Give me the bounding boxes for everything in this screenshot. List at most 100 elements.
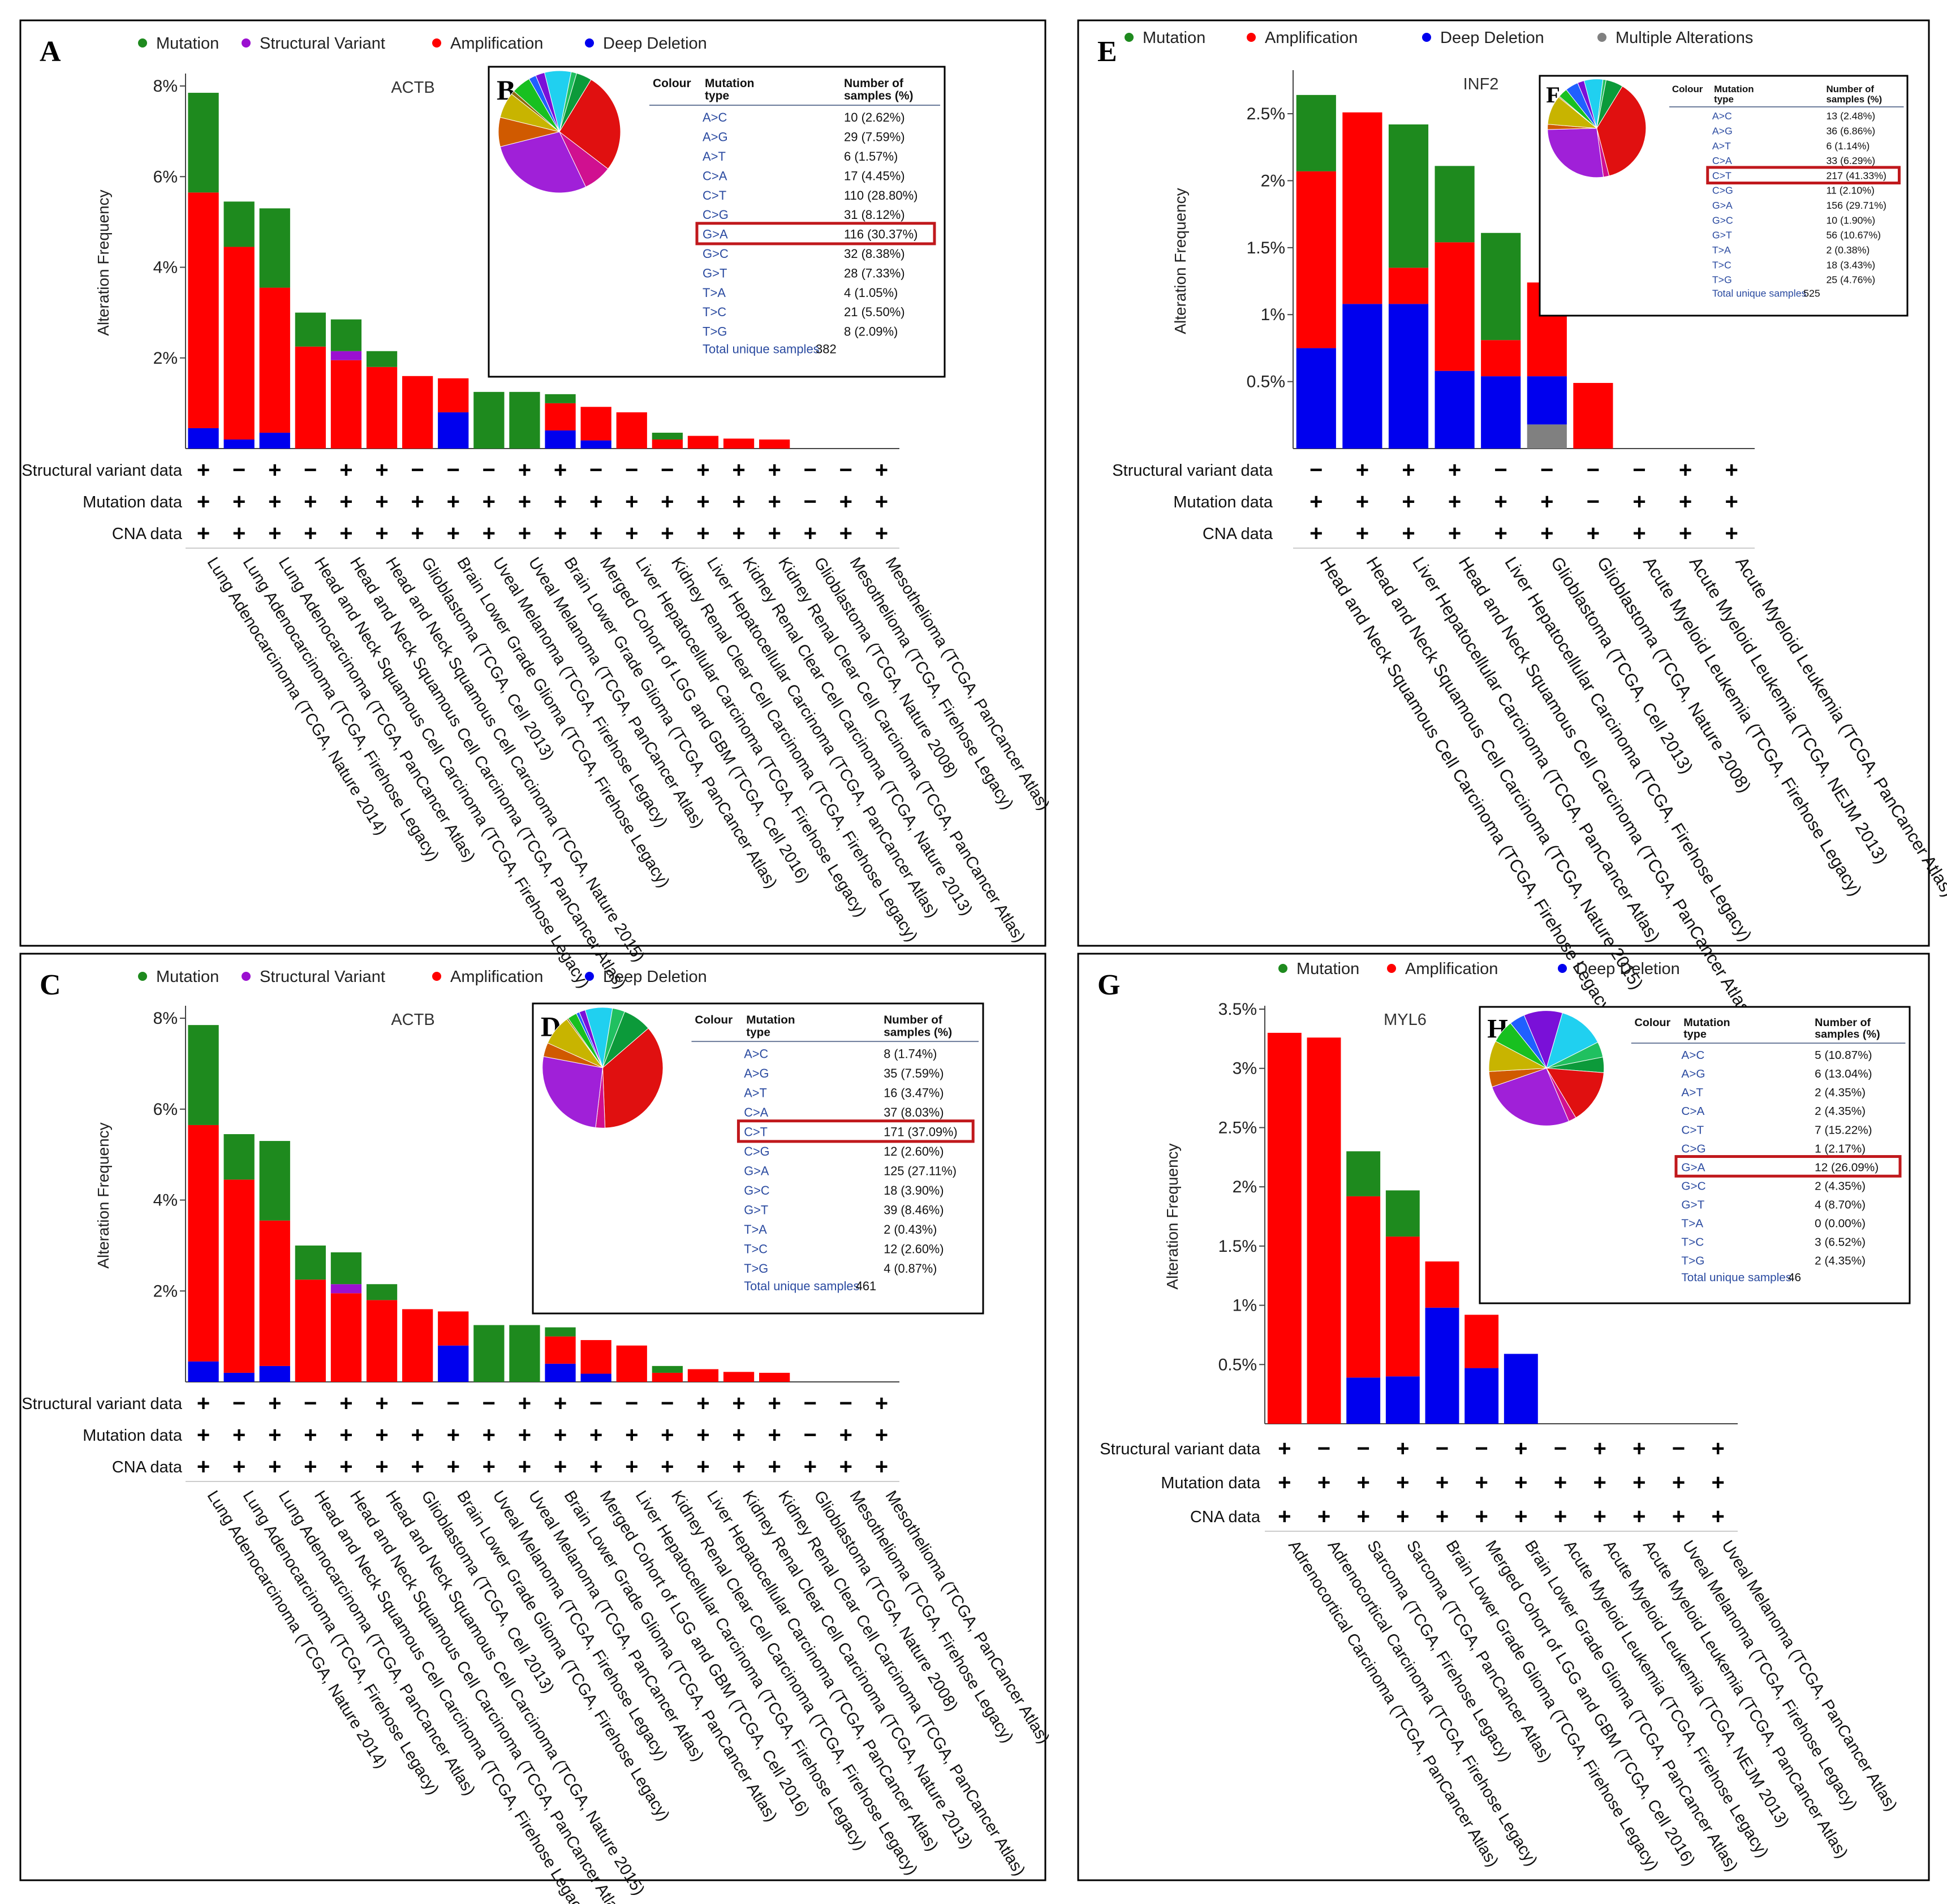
highlight-box [736, 1119, 975, 1143]
marker: + [1448, 521, 1461, 546]
y-tick-label: 1.5% [1218, 1237, 1257, 1256]
marker: + [447, 1454, 460, 1479]
row-label: CNA data [1203, 525, 1273, 543]
marker: + [1278, 1504, 1291, 1529]
table-cell-type: A>G [744, 1066, 769, 1080]
marker: + [1725, 521, 1738, 546]
chart-title: ACTB [391, 79, 434, 97]
marker: + [768, 489, 781, 514]
bar-deletion [188, 1361, 219, 1382]
marker: − [839, 458, 852, 483]
bar-amplification [652, 1372, 683, 1382]
marker: + [339, 521, 352, 546]
marker: + [518, 1454, 531, 1479]
marker: − [625, 1391, 638, 1416]
marker: − [411, 458, 424, 483]
bar-deletion [259, 432, 290, 449]
table-cell-count: 2 (0.38%) [1826, 244, 1870, 256]
panel-border [1077, 953, 1930, 1881]
bar-deletion [438, 412, 469, 449]
legend-label: Amplification [1405, 960, 1498, 978]
marker: + [875, 1423, 888, 1448]
y-tick-label: 4% [153, 1191, 178, 1210]
header-samples: samples (%) [1815, 1028, 1880, 1041]
legend-marker-mutation [138, 38, 147, 48]
marker: + [661, 1454, 674, 1479]
marker: + [554, 1454, 567, 1479]
marker: − [304, 1391, 317, 1416]
legend-label: Mutation [1143, 29, 1205, 47]
table-cell-type: C>A [1712, 155, 1732, 166]
marker: + [625, 1423, 638, 1448]
bar-amplification [616, 1345, 647, 1382]
y-tick-label: 3% [1233, 1059, 1257, 1078]
marker: + [197, 1454, 210, 1479]
table-cell-count: 116 (30.37%) [844, 227, 917, 242]
panel-letter: A [40, 36, 61, 68]
table-cell-count: 10 (2.62%) [844, 110, 905, 124]
table-cell-count: 28 (7.33%) [844, 266, 905, 280]
legend-marker-mutation [1125, 33, 1134, 42]
table-cell-count: 12 (26.09%) [1815, 1161, 1879, 1174]
marker: + [1448, 489, 1461, 514]
panel-A: A Mutation Structural Variant Amplification… [19, 19, 1053, 992]
table-cell-count: 10 (1.90%) [1826, 214, 1875, 226]
bar-amplification [295, 1280, 326, 1382]
marker: + [339, 1423, 352, 1448]
row-label: Structural variant data [1112, 462, 1273, 480]
pie-slice [1596, 85, 1647, 176]
marker: + [804, 1454, 817, 1479]
table-cell-type: A>G [1712, 126, 1733, 137]
marker: + [375, 1391, 388, 1416]
header-number: Number of [1815, 1016, 1871, 1029]
marker: + [1514, 1436, 1527, 1461]
table-cell-type: G>A [1712, 200, 1733, 211]
marker: + [339, 458, 352, 483]
panel-letter: C [40, 969, 61, 1001]
table-cell-count: 2 (4.35%) [1815, 1086, 1866, 1099]
legend-marker-mutation [138, 972, 147, 981]
bar-deletion [1464, 1368, 1499, 1424]
marker: − [804, 458, 817, 483]
marker: − [839, 1391, 852, 1416]
bar-amplification [1425, 1261, 1459, 1308]
bar-deletion [1296, 348, 1336, 449]
table-cell-type: T>G [1681, 1254, 1704, 1267]
bar-amplification [1307, 1037, 1341, 1424]
header-mutation: Mutation [746, 1014, 795, 1027]
table-cell-count: 5 (10.87%) [1815, 1049, 1872, 1062]
marker: + [268, 1391, 281, 1416]
bar-amplification [188, 192, 219, 428]
bar-mutation [1388, 124, 1429, 268]
panel-letter: E [1097, 36, 1117, 68]
marker: + [1711, 1470, 1724, 1495]
marker: + [732, 489, 745, 514]
marker: + [1356, 1504, 1369, 1529]
marker: + [268, 458, 281, 483]
marker: + [1475, 1470, 1488, 1495]
marker: + [768, 521, 781, 546]
marker: − [483, 1391, 496, 1416]
table-cell-type: A>G [1681, 1067, 1705, 1080]
marker: + [411, 521, 424, 546]
bar-amplification [1346, 1196, 1381, 1378]
marker: + [1310, 521, 1323, 546]
table-cell-count: 25 (4.76%) [1826, 274, 1875, 286]
table-cell-count: 17 (4.45%) [844, 169, 905, 183]
highlight-box [1706, 166, 1901, 185]
marker: + [304, 521, 317, 546]
bar-mutation [509, 1325, 540, 1382]
total-value: 382 [816, 342, 837, 356]
pie-slice [1546, 1013, 1599, 1069]
table-cell-type: G>C [1712, 214, 1733, 226]
legend-label: Mutation [156, 968, 219, 986]
marker: − [1494, 458, 1507, 483]
legend-label: Multiple Alterations [1616, 29, 1753, 47]
bar-mutation [366, 351, 398, 367]
marker: − [232, 1391, 245, 1416]
marker: + [268, 1454, 281, 1479]
bar-mutation [545, 394, 576, 403]
marker: + [1593, 1504, 1606, 1529]
table-cell-count: 8 (2.09%) [844, 325, 898, 339]
marker: + [1554, 1504, 1567, 1529]
